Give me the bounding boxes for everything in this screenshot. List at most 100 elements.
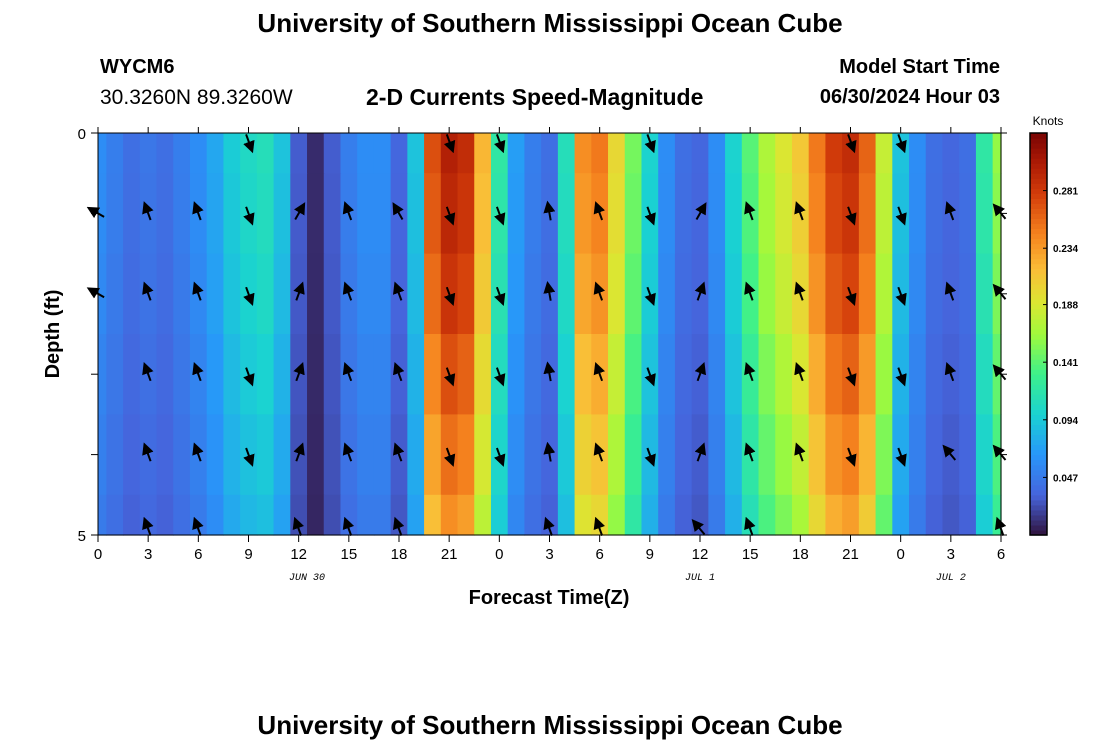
heatmap-cell xyxy=(775,133,793,174)
current-arrow xyxy=(192,516,204,536)
colorbar-segment xyxy=(1030,369,1047,375)
heatmap-cell xyxy=(524,414,542,496)
heatmap-cell xyxy=(357,253,375,335)
heatmap-cell xyxy=(407,253,425,335)
heatmap-cell xyxy=(825,334,843,415)
heatmap-cell xyxy=(507,494,526,536)
heatmap-cell xyxy=(725,253,743,335)
x-tick-label: 3 xyxy=(545,546,553,563)
colorbar-segment xyxy=(1030,268,1047,275)
heatmap-cell xyxy=(992,494,1002,536)
heatmap-cell xyxy=(674,133,693,174)
colorbar-tick-label: 0.281 xyxy=(1053,187,1078,198)
colorbar-segment xyxy=(1030,479,1047,486)
heatmap-cell xyxy=(407,494,425,536)
heatmap-cell xyxy=(825,414,843,496)
current-arrow xyxy=(443,447,456,467)
date-label: JUL 1 xyxy=(685,573,715,584)
heatmap-cell xyxy=(959,414,977,496)
current-arrow xyxy=(593,516,605,536)
heatmap-cell xyxy=(658,133,676,174)
heatmap-cell xyxy=(808,494,827,536)
x-tick-label: 9 xyxy=(244,546,252,563)
heatmap-cell xyxy=(691,133,709,174)
current-arrow xyxy=(794,281,806,301)
colorbar-segment xyxy=(1030,374,1047,380)
heatmap-cell xyxy=(256,173,275,255)
heatmap-cell xyxy=(574,133,592,174)
heatmap-cell xyxy=(909,133,927,174)
heatmap-cell xyxy=(373,494,392,536)
current-arrow xyxy=(494,206,506,226)
heatmap-cell xyxy=(892,494,910,536)
heatmap-cell xyxy=(123,133,141,174)
heatmap-cell xyxy=(106,334,124,415)
colorbar-segment xyxy=(1030,419,1047,426)
current-arrow xyxy=(243,206,255,226)
heatmap-cell xyxy=(758,334,776,415)
colorbar-segment xyxy=(1030,484,1047,491)
heatmap-cell xyxy=(608,414,626,496)
colorbar-segment xyxy=(1030,148,1047,154)
heatmap-cell xyxy=(975,173,994,255)
current-arrow xyxy=(292,516,304,536)
heatmap-cell xyxy=(624,133,643,174)
heatmap-cell xyxy=(541,133,559,174)
y-tick-label: 5 xyxy=(78,528,86,545)
colorbar-segment xyxy=(1030,424,1047,431)
heatmap-cell xyxy=(323,414,342,496)
heatmap-cell xyxy=(323,173,342,255)
colorbar-segment xyxy=(1030,163,1047,169)
current-arrow xyxy=(543,361,556,382)
heatmap-cell xyxy=(858,414,877,496)
heatmap-cell xyxy=(123,414,141,496)
colorbar-segment xyxy=(1030,288,1047,295)
current-arrow xyxy=(393,442,405,462)
current-arrow xyxy=(243,134,255,154)
current-arrow xyxy=(895,134,907,154)
heatmap-cell xyxy=(674,173,693,255)
heatmap-cell xyxy=(658,173,676,255)
heatmap-cell xyxy=(223,414,241,496)
current-arrow xyxy=(494,367,506,387)
heatmap-cell xyxy=(524,334,542,415)
heatmap-cell xyxy=(206,173,225,255)
heatmap-cell xyxy=(156,253,174,335)
heatmap-cell xyxy=(156,133,174,174)
heatmap-cell xyxy=(323,133,342,174)
heatmap-cell xyxy=(273,253,291,335)
heatmap-cell xyxy=(641,494,659,536)
heatmap-cell xyxy=(858,133,877,174)
station-coordinates: 30.3260N 89.3260W xyxy=(100,86,293,109)
heatmap-cell xyxy=(424,414,442,496)
current-arrow xyxy=(543,280,556,301)
colorbar-segment xyxy=(1030,444,1047,451)
heatmap-cell xyxy=(925,133,944,174)
current-arrow xyxy=(593,442,605,462)
heatmap-cell xyxy=(307,494,325,536)
heatmap-cell xyxy=(98,334,107,415)
date-label: JUN 30 xyxy=(289,573,325,584)
x-tick-label: 18 xyxy=(792,546,809,563)
heatmap-cell xyxy=(173,173,191,255)
colorbar-segment xyxy=(1030,344,1047,350)
heatmap-cell xyxy=(725,494,743,536)
heatmap-cell xyxy=(357,494,375,536)
heatmap-cell xyxy=(608,173,626,255)
heatmap-cell xyxy=(858,494,877,536)
heatmap-cell xyxy=(490,494,509,536)
colorbar-segment xyxy=(1030,253,1047,260)
x-tick-label: 12 xyxy=(290,546,307,563)
heatmap-cell xyxy=(323,253,342,335)
heatmap-cell xyxy=(624,253,643,335)
heatmap-cell xyxy=(608,133,626,174)
colorbar-segment xyxy=(1030,454,1047,461)
heatmap-cell xyxy=(474,414,492,496)
heatmap-cell xyxy=(474,173,492,255)
heatmap-cell xyxy=(98,494,107,536)
colorbar-segment xyxy=(1030,364,1047,370)
heatmap-cell xyxy=(909,334,927,415)
heatmap-cell xyxy=(875,414,893,496)
heatmap-cell xyxy=(858,253,877,335)
colorbar-segment xyxy=(1030,464,1047,471)
